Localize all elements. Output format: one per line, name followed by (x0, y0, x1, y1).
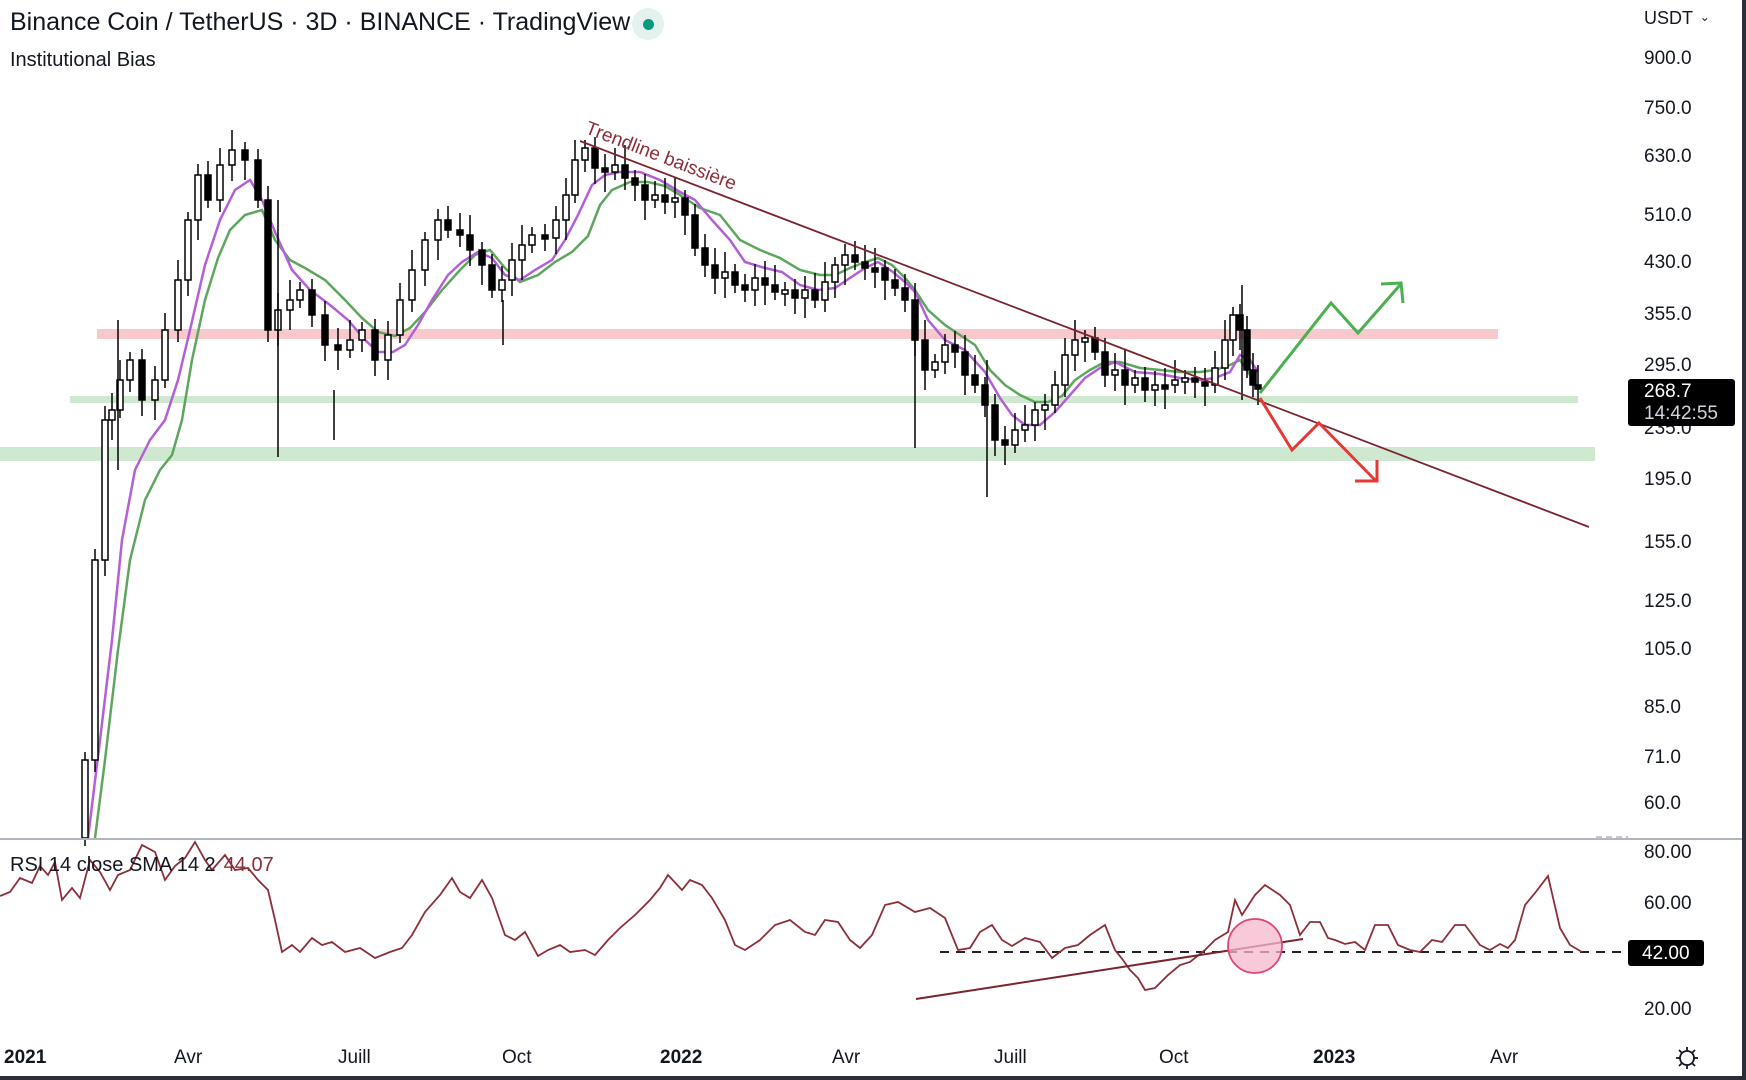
chevron-down-icon: ⌄ (1699, 10, 1710, 24)
price-tick: 85.0 (1644, 697, 1681, 718)
price-tick: 195.0 (1644, 469, 1692, 490)
price-tick: 630.0 (1644, 146, 1692, 167)
price-tick: 355.0 (1644, 304, 1692, 325)
bearish-arrowhead (1355, 460, 1379, 483)
bearish-trendline[interactable] (579, 140, 1590, 528)
currency-selector[interactable]: USDT ⌄ (1644, 8, 1710, 29)
time-axis-label: Avr (174, 1047, 203, 1068)
bullish-scenario-arrow[interactable] (1258, 284, 1402, 394)
rsi-legend[interactable]: RSI 14 close SMA 14 2 44.07 (10, 854, 274, 877)
window-right-border (1742, 0, 1746, 1080)
rsi-level-value: 42.00 (1642, 943, 1690, 964)
rsi-legend-label: RSI 14 close SMA 14 2 (10, 854, 216, 876)
price-tick: 155.0 (1644, 532, 1692, 553)
price-tick: 430.0 (1644, 252, 1692, 273)
rsi-line (0, 840, 1583, 992)
time-axis-label: 2022 (660, 1047, 703, 1068)
price-tick: 71.0 (1644, 747, 1681, 768)
indicator-name: Institutional Bias (10, 49, 156, 71)
candlesticks (81, 130, 1262, 846)
price-tick: 105.0 (1644, 639, 1692, 660)
time-axis-label: Juill (994, 1047, 1027, 1068)
support-zone-upper[interactable] (70, 396, 1578, 403)
rsi-tick: 80.00 (1644, 842, 1692, 863)
market-status-indicator[interactable] (632, 8, 664, 40)
currency-label: USDT (1644, 8, 1693, 28)
price-tick: 900.0 (1644, 48, 1692, 69)
chart-settings-gear-icon[interactable] (1674, 1045, 1700, 1071)
status-dot-icon (643, 19, 654, 30)
price-tick: 60.0 (1644, 793, 1681, 814)
time-axis-label: 2023 (1313, 1047, 1356, 1068)
bullish-arrowhead (1380, 281, 1405, 304)
time-axis-label: Avr (1490, 1047, 1519, 1068)
rsi-level-label: 42.00 (1628, 940, 1704, 966)
rsi-current-value: 44.07 (223, 854, 274, 876)
time-axis-label: Avr (832, 1047, 861, 1068)
time-axis-label: 2021 (4, 1047, 47, 1068)
bearish-scenario-arrow[interactable] (1258, 397, 1378, 483)
time-axis-label: Oct (502, 1047, 532, 1068)
rsi-tick: 60.00 (1644, 893, 1692, 914)
price-tick: 125.0 (1644, 591, 1692, 612)
rsi-highlight-circle[interactable] (1227, 918, 1283, 974)
window-bottom-border (0, 1076, 1746, 1080)
last-price-label: 268.7 14:42:55 (1628, 379, 1735, 426)
price-tick: 750.0 (1644, 98, 1692, 119)
time-axis-label: Oct (1159, 1047, 1189, 1068)
time-axis-label: Juill (338, 1047, 371, 1068)
bar-countdown: 14:42:55 (1644, 403, 1718, 424)
price-tick: 295.0 (1644, 355, 1692, 376)
chart-title: Binance Coin / TetherUS · 3D · BINANCE ·… (10, 8, 631, 36)
rsi-tick: 20.00 (1644, 999, 1692, 1020)
last-price-value: 268.7 (1644, 381, 1692, 402)
ema-fast-line (86, 170, 1260, 839)
resistance-zone[interactable] (97, 329, 1498, 339)
price-tick: 510.0 (1644, 205, 1692, 226)
support-zone-lower[interactable] (0, 447, 1595, 461)
